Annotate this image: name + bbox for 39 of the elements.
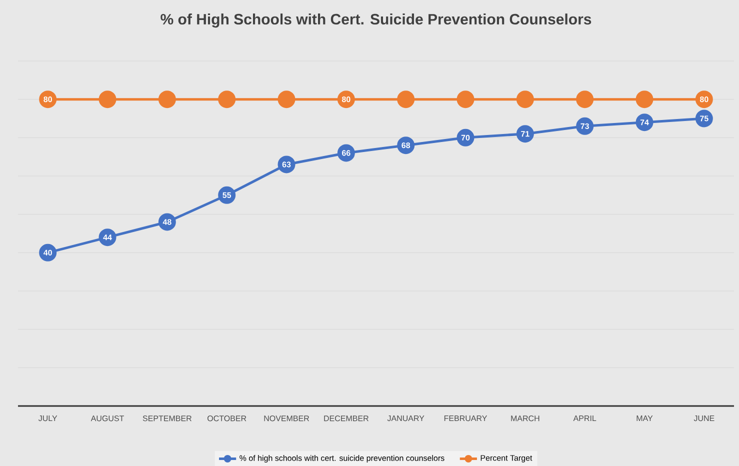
data-label: 73 <box>580 123 589 129</box>
point <box>278 90 296 108</box>
data-label: 44 <box>103 234 112 240</box>
point <box>516 90 534 108</box>
data-label: 40 <box>44 250 52 256</box>
x-tick-label: MAY <box>636 415 653 421</box>
data-label: 66 <box>342 150 350 156</box>
x-tick-label: JANUARY <box>387 415 424 421</box>
data-label: 80 <box>44 96 52 102</box>
chart-title: % of High Schools with Cert. Suicide Prevention Counselors <box>160 13 592 28</box>
point <box>636 90 654 108</box>
x-tick-label: SEPTEMBER <box>142 415 192 422</box>
data-label: 80 <box>342 96 350 102</box>
point <box>456 90 474 108</box>
data-label: 75 <box>700 116 708 122</box>
data-label: 71 <box>521 130 530 136</box>
legend-label: Percent Target <box>480 455 532 462</box>
point <box>397 90 415 108</box>
x-tick-label: OCTOBER <box>208 415 246 422</box>
x-tick-label: AUGUST <box>90 415 124 422</box>
point <box>98 90 116 108</box>
x-tick-label: DECEMBER <box>324 415 368 422</box>
data-label: 63 <box>282 161 291 168</box>
x-tick-label: APRIL <box>573 415 596 421</box>
x-tick-label: MARCH <box>511 415 540 422</box>
data-label: 68 <box>402 142 410 148</box>
point <box>218 90 236 108</box>
data-label: 55 <box>222 192 232 198</box>
data-label: 74 <box>640 119 649 125</box>
x-tick-label: NOVEMBER <box>264 415 310 422</box>
data-label: 70 <box>461 134 470 140</box>
legend-label: % of high schools with cert. suicide prevention counselors <box>240 454 444 462</box>
x-tick-label: FEBRUARY <box>444 415 488 421</box>
data-label: 48 <box>162 218 172 225</box>
point <box>158 90 176 108</box>
x-tick-label: JULY <box>38 415 58 421</box>
x-tick-label: JUNE <box>694 415 714 421</box>
point <box>576 90 594 108</box>
data-label: 80 <box>700 96 708 102</box>
